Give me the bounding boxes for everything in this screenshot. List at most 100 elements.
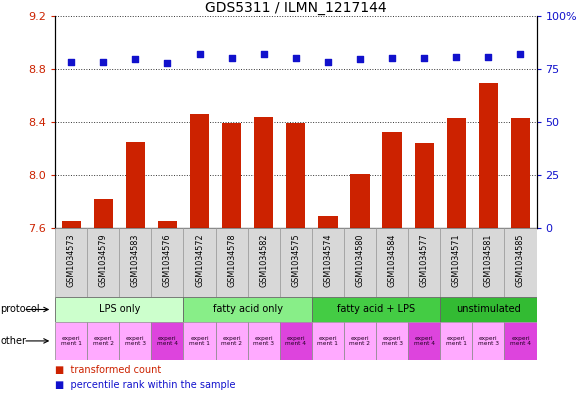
Text: GSM1034578: GSM1034578: [227, 233, 236, 287]
Bar: [440, 322, 472, 360]
Bar: [440, 228, 472, 297]
Text: GSM1034583: GSM1034583: [131, 233, 140, 287]
Point: [323, 59, 332, 65]
Point: [484, 54, 493, 60]
Text: experi
ment 2: experi ment 2: [221, 336, 242, 346]
Bar: [126, 142, 145, 228]
Text: GSM1034575: GSM1034575: [291, 233, 300, 287]
Text: experi
ment 4: experi ment 4: [285, 336, 306, 346]
Point: [227, 55, 236, 61]
Bar: [408, 228, 440, 297]
Text: GSM1034571: GSM1034571: [452, 233, 461, 287]
Text: GSM1034581: GSM1034581: [484, 233, 493, 287]
Bar: [158, 221, 177, 228]
Bar: [248, 228, 280, 297]
Text: unstimulated: unstimulated: [456, 305, 521, 314]
Title: GDS5311 / ILMN_1217144: GDS5311 / ILMN_1217144: [205, 1, 387, 15]
Bar: [415, 143, 434, 228]
Point: [130, 56, 140, 62]
Bar: [190, 114, 209, 228]
Text: GSM1034577: GSM1034577: [420, 233, 429, 287]
Point: [452, 54, 461, 60]
Text: GSM1034580: GSM1034580: [356, 233, 364, 287]
Text: fatty acid only: fatty acid only: [213, 305, 282, 314]
Point: [516, 51, 525, 57]
Bar: [280, 228, 312, 297]
Bar: [280, 322, 312, 360]
Text: experi
ment 4: experi ment 4: [157, 336, 178, 346]
Bar: [216, 322, 248, 360]
Point: [99, 59, 108, 65]
Point: [356, 56, 365, 62]
Bar: [344, 228, 376, 297]
Bar: [151, 322, 183, 360]
Bar: [318, 216, 338, 228]
Text: experi
ment 2: experi ment 2: [93, 336, 114, 346]
Text: LPS only: LPS only: [99, 305, 140, 314]
Bar: [183, 322, 216, 360]
Bar: [350, 174, 369, 228]
Bar: [312, 322, 344, 360]
Bar: [472, 228, 505, 297]
Bar: [440, 297, 536, 322]
Bar: [55, 297, 183, 322]
Point: [259, 51, 269, 57]
Bar: [248, 322, 280, 360]
Point: [67, 59, 76, 65]
Bar: [222, 123, 241, 228]
Text: ■  percentile rank within the sample: ■ percentile rank within the sample: [55, 380, 235, 389]
Bar: [55, 322, 87, 360]
Bar: [376, 228, 408, 297]
Bar: [472, 322, 505, 360]
Bar: [151, 228, 183, 297]
Point: [195, 51, 204, 57]
Text: fatty acid + LPS: fatty acid + LPS: [337, 305, 415, 314]
Bar: [87, 228, 119, 297]
Bar: [344, 322, 376, 360]
Text: experi
ment 3: experi ment 3: [382, 336, 403, 346]
Text: experi
ment 4: experi ment 4: [510, 336, 531, 346]
Bar: [93, 199, 113, 228]
Bar: [286, 123, 306, 228]
Bar: [119, 322, 151, 360]
Text: experi
ment 1: experi ment 1: [317, 336, 338, 346]
Text: other: other: [1, 336, 27, 346]
Bar: [216, 228, 248, 297]
Bar: [119, 228, 151, 297]
Point: [291, 55, 300, 61]
Text: GSM1034585: GSM1034585: [516, 233, 525, 287]
Text: experi
ment 3: experi ment 3: [253, 336, 274, 346]
Bar: [478, 83, 498, 228]
Text: GSM1034572: GSM1034572: [195, 233, 204, 287]
Text: GSM1034579: GSM1034579: [99, 233, 108, 287]
Text: protocol: protocol: [1, 305, 40, 314]
Point: [387, 55, 397, 61]
Text: GSM1034584: GSM1034584: [387, 233, 397, 287]
Bar: [408, 322, 440, 360]
Bar: [312, 297, 440, 322]
Text: experi
ment 2: experi ment 2: [350, 336, 371, 346]
Bar: [183, 228, 216, 297]
Text: experi
ment 1: experi ment 1: [61, 336, 82, 346]
Text: GSM1034573: GSM1034573: [67, 233, 75, 287]
Bar: [505, 228, 536, 297]
Text: experi
ment 3: experi ment 3: [478, 336, 499, 346]
Bar: [61, 221, 81, 228]
Text: ■  transformed count: ■ transformed count: [55, 365, 161, 375]
Bar: [312, 228, 344, 297]
Point: [419, 55, 429, 61]
Bar: [87, 322, 119, 360]
Bar: [55, 228, 87, 297]
Bar: [447, 118, 466, 228]
Bar: [382, 132, 402, 228]
Text: experi
ment 4: experi ment 4: [414, 336, 434, 346]
Text: experi
ment 1: experi ment 1: [446, 336, 467, 346]
Bar: [183, 297, 312, 322]
Bar: [505, 322, 536, 360]
Text: GSM1034582: GSM1034582: [259, 233, 268, 287]
Text: GSM1034576: GSM1034576: [163, 233, 172, 287]
Text: experi
ment 3: experi ment 3: [125, 336, 146, 346]
Point: [163, 60, 172, 66]
Bar: [376, 322, 408, 360]
Text: GSM1034574: GSM1034574: [324, 233, 332, 287]
